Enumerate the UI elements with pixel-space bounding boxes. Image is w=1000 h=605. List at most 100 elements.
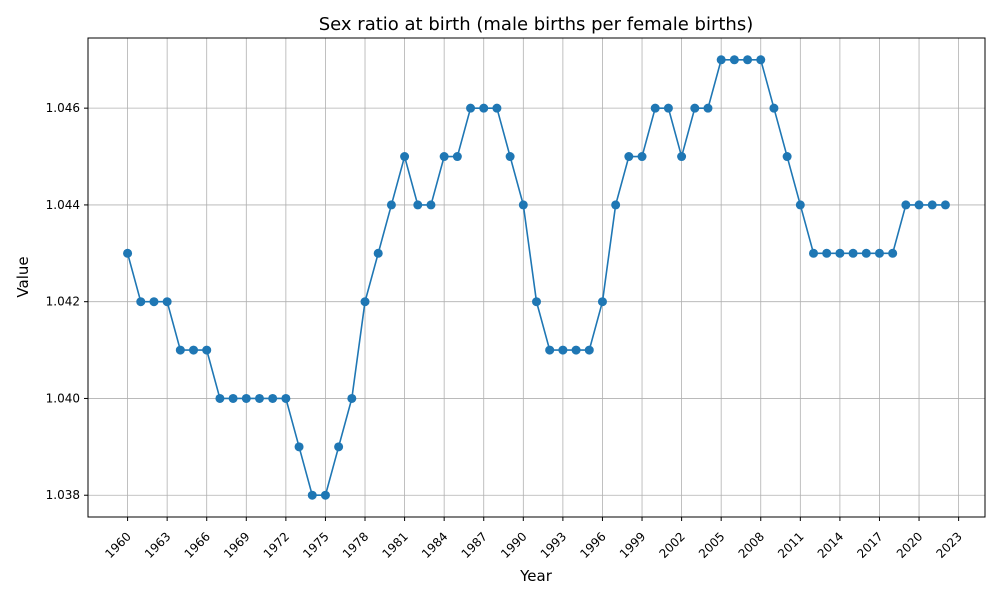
data-point	[809, 248, 819, 258]
series-layer	[123, 55, 950, 500]
data-point	[545, 345, 555, 355]
data-point	[690, 103, 700, 113]
data-point	[835, 248, 845, 258]
data-point	[888, 248, 898, 258]
data-point	[532, 297, 541, 307]
x-axis: 1960 1963 1966 1969 1972 1975 1978 1981 1984 1987…	[102, 517, 965, 561]
data-point	[584, 345, 594, 355]
data-point	[940, 200, 950, 210]
data-point	[492, 103, 502, 113]
x-tick-label: 1984	[419, 529, 450, 560]
data-point	[136, 297, 146, 307]
data-point	[637, 152, 647, 162]
x-tick-label: 1966	[182, 529, 213, 560]
data-point	[360, 297, 370, 307]
x-tick-label: 2002	[656, 529, 687, 560]
data-point	[241, 393, 251, 403]
data-point	[927, 200, 937, 210]
data-point	[624, 152, 634, 162]
data-point	[347, 393, 357, 403]
x-tick-label: 1960	[102, 529, 133, 560]
data-point	[597, 297, 607, 307]
x-tick-label: 1981	[379, 529, 410, 560]
x-tick-label: 2008	[736, 529, 767, 560]
x-tick-label: 1999	[617, 529, 648, 560]
x-tick-label: 1963	[142, 529, 173, 560]
data-point	[611, 200, 621, 210]
x-tick-label: 1996	[577, 529, 608, 560]
data-point	[795, 200, 805, 210]
y-tick-label: 1.040	[46, 391, 80, 405]
plot-frame	[87, 37, 986, 518]
data-point	[175, 345, 185, 355]
data-point	[215, 393, 225, 403]
x-tick-label: 1972	[261, 529, 292, 560]
x-tick-label: 2014	[815, 529, 846, 560]
x-tick-label: 2011	[775, 529, 806, 560]
data-point	[769, 103, 779, 113]
data-point	[373, 248, 383, 258]
data-point	[189, 345, 199, 355]
x-tick-label: 1987	[459, 529, 490, 560]
data-point	[413, 200, 423, 210]
series-line	[126, 58, 946, 497]
y-tick-label: 1.046	[46, 101, 80, 115]
data-point	[716, 55, 726, 65]
data-point	[677, 152, 687, 162]
data-point	[505, 152, 515, 162]
data-point	[294, 442, 304, 452]
chart-title: Sex ratio at birth (male births per fema…	[319, 14, 753, 35]
data-point	[281, 393, 291, 403]
data-point	[162, 297, 172, 307]
data-point	[822, 248, 832, 258]
data-point	[571, 345, 581, 355]
data-point	[268, 393, 278, 403]
x-tick-label: 1969	[221, 529, 252, 560]
data-point	[479, 103, 489, 113]
x-axis-label: Year	[519, 567, 553, 585]
data-point	[663, 103, 673, 113]
data-point	[743, 55, 753, 65]
y-tick-label: 1.044	[46, 198, 80, 212]
data-point	[254, 393, 264, 403]
x-tick-label: 1975	[300, 529, 331, 560]
data-point	[901, 200, 911, 210]
data-point	[650, 103, 660, 113]
data-point	[439, 152, 449, 162]
data-point	[452, 152, 462, 162]
data-point	[558, 345, 568, 355]
x-tick-label: 2017	[854, 529, 885, 560]
data-point	[334, 442, 344, 452]
x-tick-label: 1978	[340, 529, 371, 560]
x-tick-label: 2005	[696, 529, 727, 560]
data-point	[782, 152, 792, 162]
data-point	[400, 152, 410, 162]
data-point	[703, 103, 713, 113]
x-tick-label: 2020	[894, 529, 925, 560]
data-point	[386, 200, 396, 210]
data-point	[756, 55, 766, 65]
x-tick-label: 1993	[538, 529, 569, 560]
y-tick-label: 1.042	[46, 295, 80, 309]
data-point	[848, 248, 858, 258]
data-point	[123, 248, 133, 258]
data-point	[914, 200, 924, 210]
y-tick-label: 1.038	[46, 488, 80, 502]
data-point	[466, 103, 476, 113]
data-point	[202, 345, 212, 355]
y-axis: 1.038 1.040 1.042 1.044 1.046	[46, 101, 88, 502]
data-point	[861, 248, 871, 258]
data-point	[307, 490, 317, 500]
data-point	[426, 200, 436, 210]
grid	[88, 38, 985, 517]
data-point	[874, 248, 884, 258]
data-point	[320, 490, 330, 500]
x-tick-label: 1990	[498, 529, 529, 560]
data-point	[518, 200, 528, 210]
x-tick-label: 2023	[933, 529, 964, 560]
data-point	[149, 297, 159, 307]
data-point	[228, 393, 238, 403]
y-axis-label: Value	[14, 256, 32, 297]
